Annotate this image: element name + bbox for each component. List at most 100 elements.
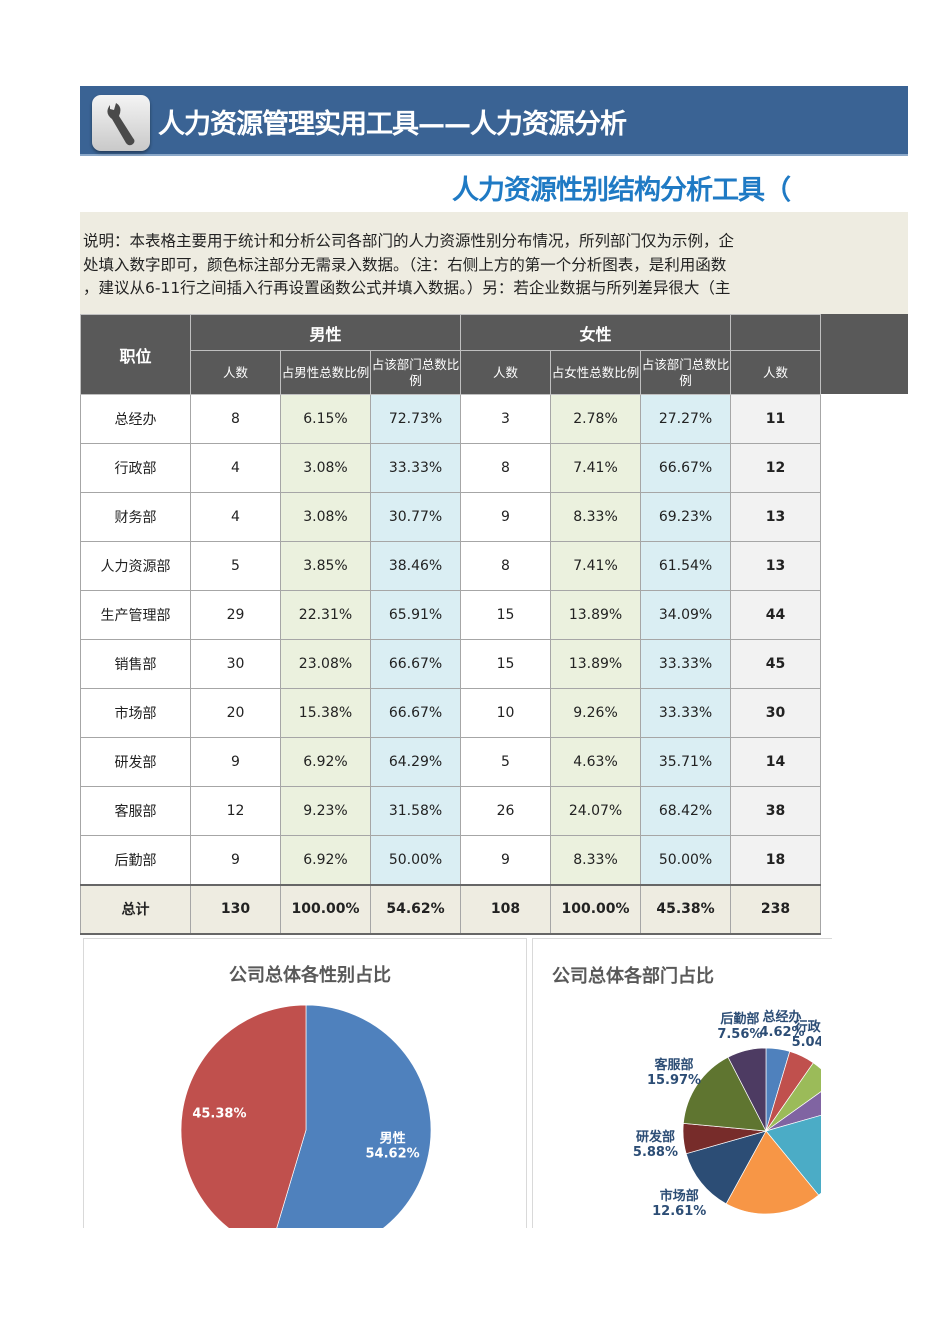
data-label: 行政部5.04% [792, 1019, 821, 1050]
value-cell[interactable]: 29 [190, 590, 281, 640]
value-cell[interactable]: 30 [730, 688, 822, 738]
value-cell[interactable]: 38.46% [369, 541, 462, 591]
value-cell[interactable]: 5 [460, 737, 552, 787]
total-label: 总计 [80, 883, 191, 935]
value-cell[interactable]: 33.33% [369, 443, 462, 493]
value-cell[interactable]: 26 [460, 786, 552, 836]
value-cell[interactable]: 8 [190, 394, 281, 444]
department-cell[interactable]: 行政部 [80, 443, 191, 493]
value-cell[interactable]: 12 [730, 443, 822, 493]
value-cell[interactable]: 9 [460, 492, 552, 542]
value-cell[interactable]: 45 [730, 639, 822, 689]
value-cell[interactable]: 14 [730, 737, 822, 787]
value-cell[interactable]: 22.31% [280, 590, 371, 640]
value-cell[interactable]: 15 [460, 590, 552, 640]
department-cell[interactable]: 人力资源部 [80, 541, 191, 591]
value-cell[interactable]: 13 [730, 492, 822, 542]
table-row: 后勤部 9 6.92% 50.00% 9 8.33% 50.00% 18 [80, 835, 822, 885]
value-cell[interactable]: 13.89% [550, 639, 642, 689]
department-cell[interactable]: 销售部 [80, 639, 191, 689]
department-cell[interactable]: 财务部 [80, 492, 191, 542]
value-cell[interactable]: 3.85% [280, 541, 371, 591]
data-label: 研发部 5.88% [633, 1129, 678, 1160]
department-cell[interactable]: 市场部 [80, 688, 191, 738]
value-cell[interactable]: 7.41% [550, 443, 642, 493]
value-cell[interactable]: 2.78% [550, 394, 642, 444]
value-cell[interactable]: 4 [190, 492, 281, 542]
value-cell[interactable]: 66.67% [640, 443, 732, 493]
value-cell[interactable]: 24.07% [550, 786, 642, 836]
value-cell[interactable]: 50.00% [369, 835, 462, 885]
subheader-0: 人数 [190, 350, 281, 395]
value-cell[interactable]: 66.67% [369, 688, 462, 738]
value-cell[interactable]: 12 [190, 786, 281, 836]
value-cell[interactable]: 9 [460, 835, 552, 885]
value-cell[interactable]: 65.91% [369, 590, 462, 640]
value-cell[interactable]: 7.41% [550, 541, 642, 591]
value-cell[interactable]: 61.54% [640, 541, 732, 591]
value-cell[interactable]: 9.23% [280, 786, 371, 836]
subheader-5: 占该部门总数比例 [640, 350, 732, 395]
value-cell[interactable]: 4 [190, 443, 281, 493]
header-female: 女性 [460, 314, 732, 351]
data-label: 市场部 12.61% [652, 1188, 706, 1219]
department-cell[interactable]: 生产管理部 [80, 590, 191, 640]
value-cell[interactable]: 8.33% [550, 835, 642, 885]
value-cell[interactable]: 9 [190, 835, 281, 885]
value-cell[interactable]: 35.71% [640, 737, 732, 787]
value-cell[interactable]: 8 [460, 443, 552, 493]
value-cell[interactable]: 9.26% [550, 688, 642, 738]
value-cell[interactable]: 3.08% [280, 443, 371, 493]
value-cell[interactable]: 23.08% [280, 639, 371, 689]
department-cell[interactable]: 总经办 [80, 394, 191, 444]
value-cell[interactable]: 15.38% [280, 688, 371, 738]
value-cell[interactable]: 13 [730, 541, 822, 591]
value-cell[interactable]: 6.92% [280, 737, 371, 787]
value-cell[interactable]: 18 [730, 835, 822, 885]
pie-slice-后勤部[interactable] [727, 1047, 767, 1132]
value-cell[interactable]: 10 [460, 688, 552, 738]
value-cell[interactable]: 72.73% [369, 394, 462, 444]
value-cell[interactable]: 44 [730, 590, 822, 640]
value-cell[interactable]: 20 [190, 688, 281, 738]
value-cell[interactable]: 33.33% [640, 639, 732, 689]
value-cell[interactable]: 69.23% [640, 492, 732, 542]
value-cell[interactable]: 15 [460, 639, 552, 689]
value-cell[interactable]: 27.27% [640, 394, 732, 444]
value-cell[interactable]: 13.89% [550, 590, 642, 640]
pie-slice-财务部[interactable] [765, 1062, 821, 1132]
pie-slice-市场部[interactable] [685, 1130, 767, 1205]
value-cell[interactable]: 30.77% [369, 492, 462, 542]
department-pie-chart[interactable]: 公司总体各部门占比 总经办4.62%行政部5.04%财务部5.46%人力资源部5… [532, 938, 832, 1238]
value-cell[interactable]: 3 [460, 394, 552, 444]
value-cell[interactable]: 50.00% [640, 835, 732, 885]
value-cell[interactable]: 30 [190, 639, 281, 689]
table-row: 客服部 12 9.23% 31.58% 26 24.07% 68.42% 38 [80, 786, 822, 836]
department-cell[interactable]: 研发部 [80, 737, 191, 787]
data-label: 后勤部 7.56% [717, 1011, 762, 1042]
value-cell[interactable]: 5 [190, 541, 281, 591]
gender-pie-chart[interactable]: 公司总体各性别占比 男性 54.62% 45.38% [83, 938, 527, 1238]
department-cell[interactable]: 客服部 [80, 786, 191, 836]
pie-slice-生产管理部[interactable] [765, 1108, 821, 1196]
value-cell[interactable]: 8 [460, 541, 552, 591]
value-cell[interactable]: 68.42% [640, 786, 732, 836]
value-cell[interactable]: 6.15% [280, 394, 371, 444]
value-cell[interactable]: 64.29% [369, 737, 462, 787]
department-cell[interactable]: 后勤部 [80, 835, 191, 885]
pie-slice-客服部[interactable] [682, 1056, 767, 1132]
table-row: 人力资源部 5 3.85% 38.46% 8 7.41% 61.54% 13 [80, 541, 822, 591]
value-cell[interactable]: 38 [730, 786, 822, 836]
pie-slice-销售部[interactable] [725, 1130, 820, 1215]
value-cell[interactable]: 8.33% [550, 492, 642, 542]
value-cell[interactable]: 66.67% [369, 639, 462, 689]
value-cell[interactable]: 6.92% [280, 835, 371, 885]
pie-slice-男性[interactable] [270, 1004, 432, 1238]
value-cell[interactable]: 3.08% [280, 492, 371, 542]
value-cell[interactable]: 11 [730, 394, 822, 444]
value-cell[interactable]: 34.09% [640, 590, 732, 640]
value-cell[interactable]: 9 [190, 737, 281, 787]
value-cell[interactable]: 33.33% [640, 688, 732, 738]
value-cell[interactable]: 4.63% [550, 737, 642, 787]
value-cell[interactable]: 31.58% [369, 786, 462, 836]
